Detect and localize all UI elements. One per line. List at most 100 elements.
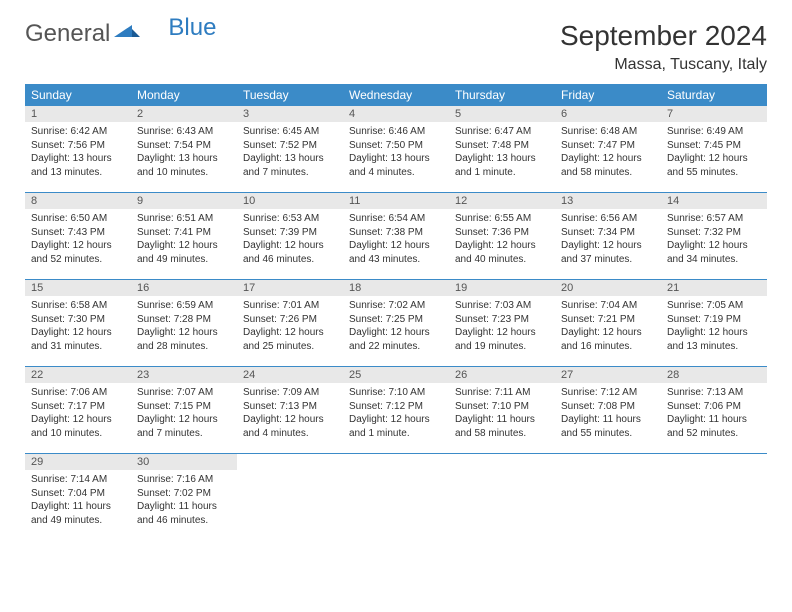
day-content: Sunrise: 7:14 AMSunset: 7:04 PMDaylight:… [25, 470, 131, 533]
weekday-header: Monday [131, 84, 237, 106]
day-content: Sunrise: 7:12 AMSunset: 7:08 PMDaylight:… [555, 383, 661, 446]
day-content: Sunrise: 6:48 AMSunset: 7:47 PMDaylight:… [555, 122, 661, 185]
day-number: 12 [449, 193, 555, 209]
day-content: Sunrise: 6:58 AMSunset: 7:30 PMDaylight:… [25, 296, 131, 359]
day-content: Sunrise: 6:56 AMSunset: 7:34 PMDaylight:… [555, 209, 661, 272]
calendar-day: 8Sunrise: 6:50 AMSunset: 7:43 PMDaylight… [25, 193, 131, 280]
calendar-day: 20Sunrise: 7:04 AMSunset: 7:21 PMDayligh… [555, 280, 661, 367]
calendar-day: 22Sunrise: 7:06 AMSunset: 7:17 PMDayligh… [25, 367, 131, 454]
logo-icon [114, 20, 140, 48]
calendar-week-row: 1Sunrise: 6:42 AMSunset: 7:56 PMDaylight… [25, 106, 767, 193]
calendar-week-row: 15Sunrise: 6:58 AMSunset: 7:30 PMDayligh… [25, 280, 767, 367]
day-content: Sunrise: 6:47 AMSunset: 7:48 PMDaylight:… [449, 122, 555, 185]
weekday-header: Thursday [449, 84, 555, 106]
day-content: Sunrise: 6:55 AMSunset: 7:36 PMDaylight:… [449, 209, 555, 272]
calendar-day: 16Sunrise: 6:59 AMSunset: 7:28 PMDayligh… [131, 280, 237, 367]
calendar-day: 12Sunrise: 6:55 AMSunset: 7:36 PMDayligh… [449, 193, 555, 280]
calendar-day: 27Sunrise: 7:12 AMSunset: 7:08 PMDayligh… [555, 367, 661, 454]
day-number: 14 [661, 193, 767, 209]
page-header: General Blue September 2024 Massa, Tusca… [25, 20, 767, 74]
day-content: Sunrise: 7:13 AMSunset: 7:06 PMDaylight:… [661, 383, 767, 446]
calendar-empty [661, 454, 767, 541]
day-number: 5 [449, 106, 555, 122]
logo-text-2: Blue [168, 14, 216, 42]
calendar-day: 24Sunrise: 7:09 AMSunset: 7:13 PMDayligh… [237, 367, 343, 454]
day-content: Sunrise: 7:07 AMSunset: 7:15 PMDaylight:… [131, 383, 237, 446]
day-number: 6 [555, 106, 661, 122]
day-number: 15 [25, 280, 131, 296]
day-content: Sunrise: 6:42 AMSunset: 7:56 PMDaylight:… [25, 122, 131, 185]
calendar-day: 5Sunrise: 6:47 AMSunset: 7:48 PMDaylight… [449, 106, 555, 193]
calendar-day: 9Sunrise: 6:51 AMSunset: 7:41 PMDaylight… [131, 193, 237, 280]
calendar-day: 11Sunrise: 6:54 AMSunset: 7:38 PMDayligh… [343, 193, 449, 280]
day-number: 21 [661, 280, 767, 296]
day-number: 27 [555, 367, 661, 383]
day-content: Sunrise: 7:02 AMSunset: 7:25 PMDaylight:… [343, 296, 449, 359]
day-content: Sunrise: 7:09 AMSunset: 7:13 PMDaylight:… [237, 383, 343, 446]
calendar-day: 7Sunrise: 6:49 AMSunset: 7:45 PMDaylight… [661, 106, 767, 193]
calendar-day: 10Sunrise: 6:53 AMSunset: 7:39 PMDayligh… [237, 193, 343, 280]
day-content: Sunrise: 6:57 AMSunset: 7:32 PMDaylight:… [661, 209, 767, 272]
day-number: 19 [449, 280, 555, 296]
day-number: 28 [661, 367, 767, 383]
calendar-day: 28Sunrise: 7:13 AMSunset: 7:06 PMDayligh… [661, 367, 767, 454]
day-content: Sunrise: 6:51 AMSunset: 7:41 PMDaylight:… [131, 209, 237, 272]
calendar-day: 18Sunrise: 7:02 AMSunset: 7:25 PMDayligh… [343, 280, 449, 367]
calendar-day: 21Sunrise: 7:05 AMSunset: 7:19 PMDayligh… [661, 280, 767, 367]
title-block: September 2024 Massa, Tuscany, Italy [560, 20, 767, 74]
calendar-day: 1Sunrise: 6:42 AMSunset: 7:56 PMDaylight… [25, 106, 131, 193]
calendar-empty [237, 454, 343, 541]
calendar-day: 25Sunrise: 7:10 AMSunset: 7:12 PMDayligh… [343, 367, 449, 454]
logo: General Blue [25, 20, 216, 48]
day-content: Sunrise: 7:04 AMSunset: 7:21 PMDaylight:… [555, 296, 661, 359]
calendar-empty [449, 454, 555, 541]
calendar-day: 29Sunrise: 7:14 AMSunset: 7:04 PMDayligh… [25, 454, 131, 541]
location-text: Massa, Tuscany, Italy [560, 56, 767, 74]
weekday-header: Sunday [25, 84, 131, 106]
day-number: 22 [25, 367, 131, 383]
day-number: 7 [661, 106, 767, 122]
day-number: 18 [343, 280, 449, 296]
calendar-week-row: 22Sunrise: 7:06 AMSunset: 7:17 PMDayligh… [25, 367, 767, 454]
day-content: Sunrise: 7:05 AMSunset: 7:19 PMDaylight:… [661, 296, 767, 359]
calendar-day: 19Sunrise: 7:03 AMSunset: 7:23 PMDayligh… [449, 280, 555, 367]
calendar-day: 2Sunrise: 6:43 AMSunset: 7:54 PMDaylight… [131, 106, 237, 193]
day-content: Sunrise: 7:06 AMSunset: 7:17 PMDaylight:… [25, 383, 131, 446]
day-number: 30 [131, 454, 237, 470]
month-title: September 2024 [560, 20, 767, 52]
day-number: 23 [131, 367, 237, 383]
day-content: Sunrise: 6:49 AMSunset: 7:45 PMDaylight:… [661, 122, 767, 185]
calendar-day: 23Sunrise: 7:07 AMSunset: 7:15 PMDayligh… [131, 367, 237, 454]
day-number: 4 [343, 106, 449, 122]
weekday-header: Friday [555, 84, 661, 106]
calendar-day: 30Sunrise: 7:16 AMSunset: 7:02 PMDayligh… [131, 454, 237, 541]
calendar-day: 13Sunrise: 6:56 AMSunset: 7:34 PMDayligh… [555, 193, 661, 280]
calendar-day: 26Sunrise: 7:11 AMSunset: 7:10 PMDayligh… [449, 367, 555, 454]
day-number: 13 [555, 193, 661, 209]
weekday-header: Tuesday [237, 84, 343, 106]
calendar-empty [555, 454, 661, 541]
day-content: Sunrise: 7:11 AMSunset: 7:10 PMDaylight:… [449, 383, 555, 446]
day-number: 8 [25, 193, 131, 209]
day-number: 26 [449, 367, 555, 383]
calendar-table: SundayMondayTuesdayWednesdayThursdayFrid… [25, 84, 767, 540]
day-number: 16 [131, 280, 237, 296]
day-content: Sunrise: 6:54 AMSunset: 7:38 PMDaylight:… [343, 209, 449, 272]
calendar-day: 6Sunrise: 6:48 AMSunset: 7:47 PMDaylight… [555, 106, 661, 193]
day-number: 1 [25, 106, 131, 122]
calendar-body: 1Sunrise: 6:42 AMSunset: 7:56 PMDaylight… [25, 106, 767, 540]
day-content: Sunrise: 7:16 AMSunset: 7:02 PMDaylight:… [131, 470, 237, 533]
day-number: 2 [131, 106, 237, 122]
weekday-header: Wednesday [343, 84, 449, 106]
logo-text-1: General [25, 20, 110, 48]
day-content: Sunrise: 6:43 AMSunset: 7:54 PMDaylight:… [131, 122, 237, 185]
weekday-header: Saturday [661, 84, 767, 106]
day-number: 11 [343, 193, 449, 209]
day-number: 24 [237, 367, 343, 383]
calendar-day: 15Sunrise: 6:58 AMSunset: 7:30 PMDayligh… [25, 280, 131, 367]
day-content: Sunrise: 7:01 AMSunset: 7:26 PMDaylight:… [237, 296, 343, 359]
calendar-empty [343, 454, 449, 541]
calendar-week-row: 29Sunrise: 7:14 AMSunset: 7:04 PMDayligh… [25, 454, 767, 541]
calendar-day: 14Sunrise: 6:57 AMSunset: 7:32 PMDayligh… [661, 193, 767, 280]
weekday-header-row: SundayMondayTuesdayWednesdayThursdayFrid… [25, 84, 767, 106]
